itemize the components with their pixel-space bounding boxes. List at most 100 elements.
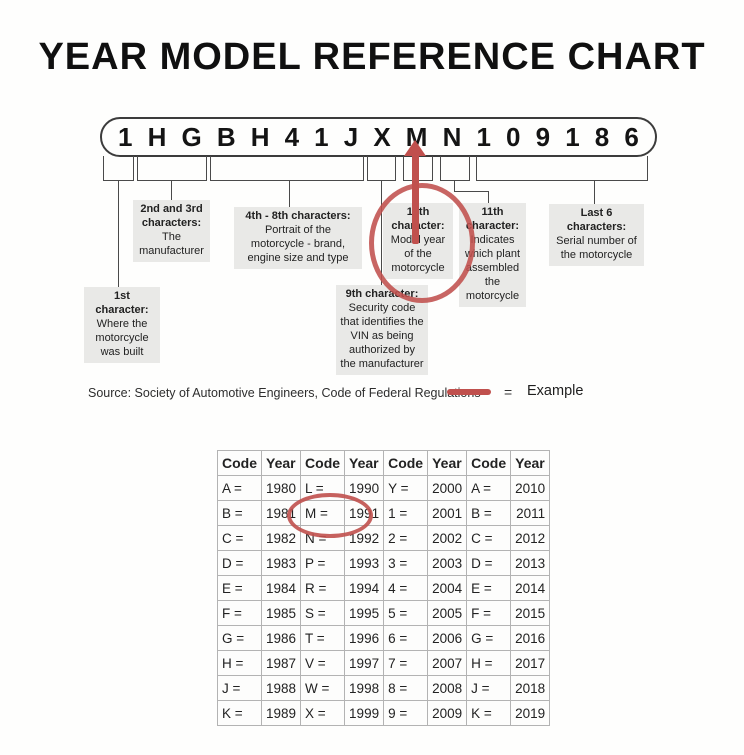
year-table-cell: 2013 [510,550,551,576]
red-circle-annotation-10th [369,183,475,303]
year-table-body: A = 1980 L = 1990 Y = 2000 A = 2010 B = 1981 M = 19… [217,475,551,726]
year-table-header-cell: Code [383,450,429,476]
year-table-cell: 1996 [344,625,385,651]
connector-line-char-1 [118,181,119,287]
year-table-cell: 1994 [344,575,385,601]
vin-character: G [181,121,202,152]
vin-character: H [147,121,167,152]
year-table-cell: 4 = [383,575,429,601]
year-table-cell: 3 = [383,550,429,576]
vin-character: 9 [535,121,551,152]
vin-character: 4 [284,121,300,152]
year-table-cell: 2003 [427,550,468,576]
year-table-cell: 8 = [383,675,429,701]
year-table-cell: G = [466,625,512,651]
vin-character: X [373,121,391,152]
year-table-cell: 2018 [510,675,551,701]
bracket-last-6 [476,156,648,181]
table-row: F = 1985 S = 1995 5 = 2005 F = 2015 [217,600,551,626]
year-table-cell: 1987 [260,650,302,676]
callout-heading: 2nd and 3rd characters: [140,203,203,229]
bracket-char-11 [440,156,470,181]
table-row: D = 1983 P = 1993 3 = 2003 D = 2013 [217,550,551,576]
connector-line-char-11 [454,181,455,191]
vin-character: 1 [118,121,133,152]
year-table-cell: 5 = [383,600,429,626]
year-table-cell: H = [217,650,262,676]
year-table-cell: 2000 [427,475,468,501]
year-table-cell: 1997 [344,650,385,676]
callout-body: Portrait of the motorcycle - brand, engi… [247,223,349,264]
bracket-char-9 [367,156,396,181]
callout-body: Indicates which plant assembled the moto… [464,233,521,302]
bracket-char-1 [103,156,134,181]
year-table-cell: R = [300,575,346,601]
legend-label: Example [527,383,584,399]
year-table-cell: F = [217,600,262,626]
callout-body: Security code that identifies the VIN as… [340,301,424,370]
year-table-cell: 1999 [344,700,385,726]
year-code-table: Code Year Code Year Code Year Code Year A = 1980… [217,450,551,726]
year-table-cell: 2 = [383,525,429,551]
year-table-cell: 1985 [260,600,302,626]
year-table-cell: 2016 [510,625,551,651]
callout-body: Serial number of the motorcycle [556,234,637,261]
table-row: A = 1980 L = 1990 Y = 2000 A = 2010 [217,475,551,501]
year-table-cell: X = [300,700,346,726]
year-table-cell: 2005 [427,600,468,626]
year-table-header-cell: Year [260,450,302,476]
table-row: B = 1981 M = 1991 1 = 2001 B = 2011 [217,500,551,526]
year-table-cell: 1993 [344,550,385,576]
year-table-cell: 1980 [260,475,302,501]
year-table-cell: 2008 [427,675,468,701]
year-table-cell: G = [217,625,262,651]
year-table-head: Code Year Code Year Code Year Code Year [217,450,551,476]
year-table-cell: 2019 [510,700,551,726]
table-row: H = 1987 V = 1997 7 = 2007 H = 2017 [217,650,551,676]
year-table-cell: Y = [383,475,429,501]
callout-body: Where the motorcycle was built [95,317,149,358]
year-table-cell: C = [466,525,512,551]
bracket-chars-4-8 [210,156,364,181]
year-table-cell: S = [300,600,346,626]
year-table-cell: J = [466,675,512,701]
year-table-cell: 1989 [260,700,302,726]
connector-line-chars-2-3 [171,181,172,200]
year-table-cell: 2004 [427,575,468,601]
table-row: C = 1982 N = 1992 2 = 2002 C = 2012 [217,525,551,551]
vin-character: 0 [506,121,521,152]
year-table-cell: 1982 [260,525,302,551]
table-row: G = 1986 T = 1996 6 = 2006 G = 2016 [217,625,551,651]
year-table-cell: F = [466,600,512,626]
connector-line-chars-4-8 [289,181,290,207]
year-table-cell: 2011 [510,500,551,526]
year-table-cell: H = [466,650,512,676]
source-note: Source: Society of Automotive Engineers,… [88,386,481,400]
vin-character: B [216,121,236,152]
year-table-cell: E = [466,575,512,601]
connector-line-char-11 [454,191,488,192]
vin-character: 1 [565,121,580,152]
table-row: K = 1989 X = 1999 9 = 2009 K = 2019 [217,700,551,726]
vin-character: 1 [476,121,491,152]
vin-character: 8 [594,121,610,152]
year-table-header-cell: Code [466,450,512,476]
callout-heading: 1st character: [95,290,149,316]
year-table-cell: A = [217,475,262,501]
year-table-cell: D = [466,550,512,576]
legend-equals: = [504,384,513,400]
year-table-cell: 2017 [510,650,551,676]
callout-2nd-3rd: 2nd and 3rd characters: The manufacturer [133,200,210,262]
year-table-cell: 1995 [344,600,385,626]
callout-11th: 11th character: Indicates which plant as… [459,203,526,307]
vin-character: 1 [314,121,329,152]
vin-character: 6 [624,121,639,152]
year-table-cell: 9 = [383,700,429,726]
vin-character: H [250,121,270,152]
callout-4th-8th: 4th - 8th characters: Portrait of the mo… [234,207,362,269]
year-table-cell: 2001 [427,500,468,526]
red-line-icon [447,389,491,395]
year-table-cell: 1984 [260,575,302,601]
year-table-cell: T = [300,625,346,651]
